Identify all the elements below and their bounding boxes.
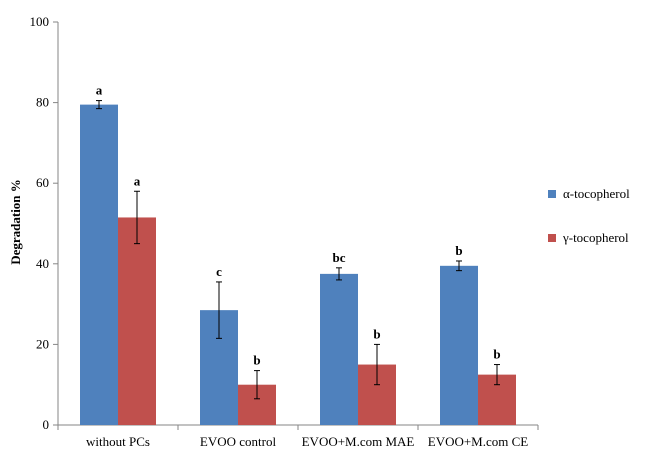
significance-label: a	[134, 173, 141, 188]
legend-swatch	[548, 190, 556, 198]
y-tick-label: 60	[36, 175, 49, 190]
x-tick-label: without PCs	[86, 434, 150, 449]
y-tick-label: 40	[36, 256, 49, 271]
x-tick-label: EVOO+M.com MAE	[302, 434, 415, 449]
legend: α-tocopherol γ-tocopherol	[548, 186, 630, 245]
significance-label: a	[96, 83, 103, 98]
y-tick-label: 80	[36, 95, 49, 110]
significance-label: bc	[333, 250, 346, 265]
y-tick-label: 100	[30, 14, 50, 29]
bar	[320, 273, 358, 425]
bar	[440, 265, 478, 425]
bars: a a c b bc b b b	[80, 83, 516, 426]
bar	[80, 104, 118, 426]
axes: 0 20 40 60 80 100 without PCs EVOO control EVOO+…	[30, 14, 539, 449]
y-tick-label: 0	[43, 417, 50, 432]
x-tick-label: EVOO+M.com CE	[428, 434, 529, 449]
significance-label: c	[216, 264, 222, 279]
legend-label: γ-tocopherol	[562, 230, 629, 245]
y-axis-label: Degradation %	[8, 179, 23, 265]
x-tick-label: EVOO control	[200, 434, 277, 449]
legend-label: α-tocopherol	[563, 186, 630, 201]
significance-label: b	[493, 347, 500, 362]
y-tick-label: 20	[36, 336, 49, 351]
bar	[118, 217, 156, 425]
legend-swatch	[548, 234, 556, 242]
significance-label: b	[253, 353, 260, 368]
significance-label: b	[373, 326, 380, 341]
significance-label: b	[455, 243, 462, 258]
